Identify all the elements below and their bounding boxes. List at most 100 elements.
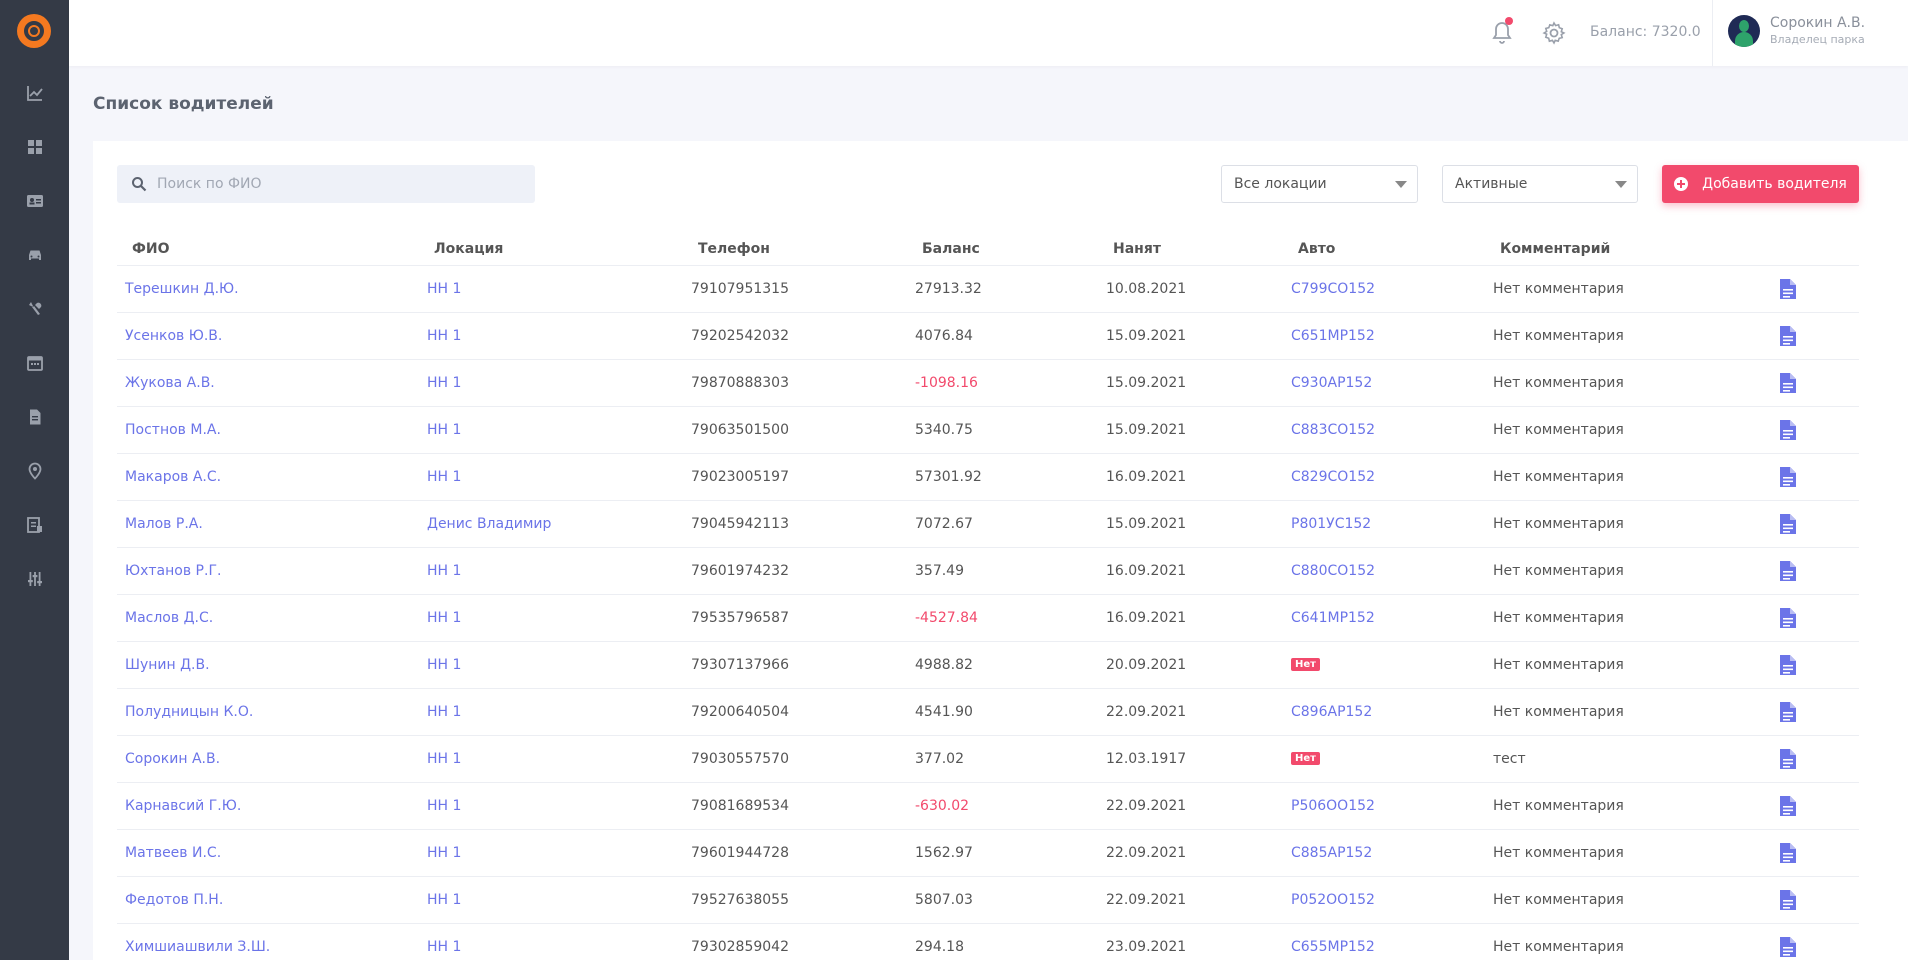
nav-cars[interactable] bbox=[0, 235, 69, 275]
document-icon[interactable] bbox=[1779, 889, 1797, 911]
driver-name-link[interactable]: Химшиашвили З.Ш. bbox=[125, 939, 271, 955]
nav-reports[interactable] bbox=[0, 505, 69, 545]
car-plate-link[interactable]: С883СО152 bbox=[1291, 422, 1376, 438]
document-icon[interactable] bbox=[1779, 842, 1797, 864]
document-icon[interactable] bbox=[1779, 513, 1797, 535]
car-plate-link[interactable]: С880СО152 bbox=[1291, 563, 1376, 579]
balance-cell: 27913.32 bbox=[915, 281, 982, 297]
driver-name-link[interactable]: Полудницын К.О. bbox=[125, 704, 254, 720]
balance-cell: 57301.92 bbox=[915, 469, 982, 485]
sidebar bbox=[0, 0, 69, 960]
driver-name-link[interactable]: Малов Р.А. bbox=[125, 516, 203, 532]
document-icon[interactable] bbox=[1779, 936, 1797, 958]
search-input[interactable] bbox=[157, 165, 527, 203]
table-row: Шунин Д.В. НН 1 79307137966 4988.82 20.09.20… bbox=[117, 642, 1859, 689]
driver-name-link[interactable]: Усенков Ю.В. bbox=[125, 328, 223, 344]
page-title: Список водителей bbox=[93, 94, 274, 114]
nav-calendar[interactable] bbox=[0, 343, 69, 383]
nav-documents[interactable] bbox=[0, 397, 69, 437]
hired-date-cell: 15.09.2021 bbox=[1106, 375, 1187, 391]
driver-name-link[interactable]: Маслов Д.С. bbox=[125, 610, 214, 626]
location-link[interactable]: НН 1 bbox=[427, 328, 462, 344]
document-icon[interactable] bbox=[1779, 654, 1797, 676]
document-icon[interactable] bbox=[1779, 466, 1797, 488]
location-link[interactable]: НН 1 bbox=[427, 939, 462, 955]
location-select[interactable]: Все локации bbox=[1221, 165, 1418, 203]
location-link[interactable]: НН 1 bbox=[427, 375, 462, 391]
table-row: Полудницын К.О. НН 1 79200640504 4541.90 22.… bbox=[117, 689, 1859, 736]
document-icon[interactable] bbox=[1779, 325, 1797, 347]
avatar[interactable] bbox=[1728, 15, 1760, 47]
column-header-car[interactable]: Авто bbox=[1298, 241, 1336, 257]
location-link[interactable]: НН 1 bbox=[427, 563, 462, 579]
location-link[interactable]: НН 1 bbox=[427, 798, 462, 814]
driver-name-link[interactable]: Юхтанов Р.Г. bbox=[125, 563, 222, 579]
user-name[interactable]: Сорокин А.В. bbox=[1770, 15, 1866, 31]
table-row: Постнов М.А. НН 1 79063501500 5340.75 15.09.… bbox=[117, 407, 1859, 454]
car-plate-link[interactable]: С799СО152 bbox=[1291, 281, 1376, 297]
car-plate-link[interactable]: С829СО152 bbox=[1291, 469, 1376, 485]
table-row: Юхтанов Р.Г. НН 1 79601974232 357.49 16.09.2… bbox=[117, 548, 1859, 595]
car-plate-link[interactable]: Р052ОО152 bbox=[1291, 892, 1375, 908]
driver-name-link[interactable]: Жукова А.В. bbox=[125, 375, 215, 391]
location-link[interactable]: НН 1 bbox=[427, 845, 462, 861]
column-header-hired[interactable]: Нанят bbox=[1113, 241, 1161, 257]
app-logo[interactable] bbox=[17, 14, 51, 48]
location-link[interactable]: НН 1 bbox=[427, 422, 462, 438]
document-icon[interactable] bbox=[1779, 560, 1797, 582]
nav-repairs[interactable] bbox=[0, 289, 69, 329]
car-plate-link[interactable]: С651МР152 bbox=[1291, 328, 1375, 344]
car-plate-link[interactable]: Р801УС152 bbox=[1291, 516, 1372, 532]
location-link[interactable]: Денис Владимир bbox=[427, 516, 552, 532]
location-link[interactable]: НН 1 bbox=[427, 610, 462, 626]
driver-name-link[interactable]: Шунин Д.В. bbox=[125, 657, 210, 673]
add-driver-button[interactable]: Добавить водителя bbox=[1662, 165, 1859, 203]
location-link[interactable]: НН 1 bbox=[427, 469, 462, 485]
location-link[interactable]: НН 1 bbox=[427, 751, 462, 767]
driver-name-link[interactable]: Сорокин А.В. bbox=[125, 751, 221, 767]
nav-map[interactable] bbox=[0, 451, 69, 491]
document-icon[interactable] bbox=[1779, 278, 1797, 300]
bell-icon[interactable] bbox=[1490, 20, 1514, 46]
document-icon[interactable] bbox=[1779, 419, 1797, 441]
nav-settings[interactable] bbox=[0, 559, 69, 599]
document-icon[interactable] bbox=[1779, 795, 1797, 817]
driver-name-link[interactable]: Постнов М.А. bbox=[125, 422, 221, 438]
car-plate-link[interactable]: С896АР152 bbox=[1291, 704, 1373, 720]
comment-cell: Нет комментария bbox=[1493, 281, 1624, 297]
driver-name-link[interactable]: Матвеев И.С. bbox=[125, 845, 222, 861]
column-header-comment[interactable]: Комментарий bbox=[1500, 241, 1611, 257]
nav-analytics[interactable] bbox=[0, 73, 69, 113]
nav-drivers[interactable] bbox=[0, 181, 69, 221]
car-plate-link[interactable]: Р506ОО152 bbox=[1291, 798, 1375, 814]
table-row: Усенков Ю.В. НН 1 79202542032 4076.84 15.09.… bbox=[117, 313, 1859, 360]
driver-name-link[interactable]: Терешкин Д.Ю. bbox=[125, 281, 239, 297]
hired-date-cell: 22.09.2021 bbox=[1106, 892, 1187, 908]
car-plate-link[interactable]: С930АР152 bbox=[1291, 375, 1373, 391]
driver-name-link[interactable]: Карнавсий Г.Ю. bbox=[125, 798, 242, 814]
location-link[interactable]: НН 1 bbox=[427, 281, 462, 297]
column-header-balance[interactable]: Баланс bbox=[922, 241, 980, 257]
table-row: Матвеев И.С. НН 1 79601944728 1562.97 22.09.… bbox=[117, 830, 1859, 877]
document-icon[interactable] bbox=[1779, 748, 1797, 770]
document-icon[interactable] bbox=[1779, 607, 1797, 629]
column-header-location[interactable]: Локация bbox=[434, 241, 504, 257]
gear-icon[interactable] bbox=[1542, 21, 1566, 45]
location-link[interactable]: НН 1 bbox=[427, 704, 462, 720]
search-box[interactable] bbox=[117, 165, 535, 203]
driver-name-link[interactable]: Макаров А.С. bbox=[125, 469, 222, 485]
location-link[interactable]: НН 1 bbox=[427, 892, 462, 908]
document-icon[interactable] bbox=[1779, 372, 1797, 394]
car-plate-link[interactable]: С641МР152 bbox=[1291, 610, 1375, 626]
location-link[interactable]: НН 1 bbox=[427, 657, 462, 673]
comment-cell: Нет комментария bbox=[1493, 375, 1624, 391]
column-header-phone[interactable]: Телефон bbox=[698, 241, 770, 257]
document-icon[interactable] bbox=[1779, 701, 1797, 723]
car-plate-link[interactable]: С885АР152 bbox=[1291, 845, 1373, 861]
nav-dashboard[interactable] bbox=[0, 127, 69, 167]
hired-date-cell: 16.09.2021 bbox=[1106, 610, 1187, 626]
driver-name-link[interactable]: Федотов П.Н. bbox=[125, 892, 224, 908]
car-plate-link[interactable]: С655МР152 bbox=[1291, 939, 1375, 955]
column-header-fio[interactable]: ФИО bbox=[132, 241, 170, 257]
status-select[interactable]: Активные bbox=[1442, 165, 1638, 203]
